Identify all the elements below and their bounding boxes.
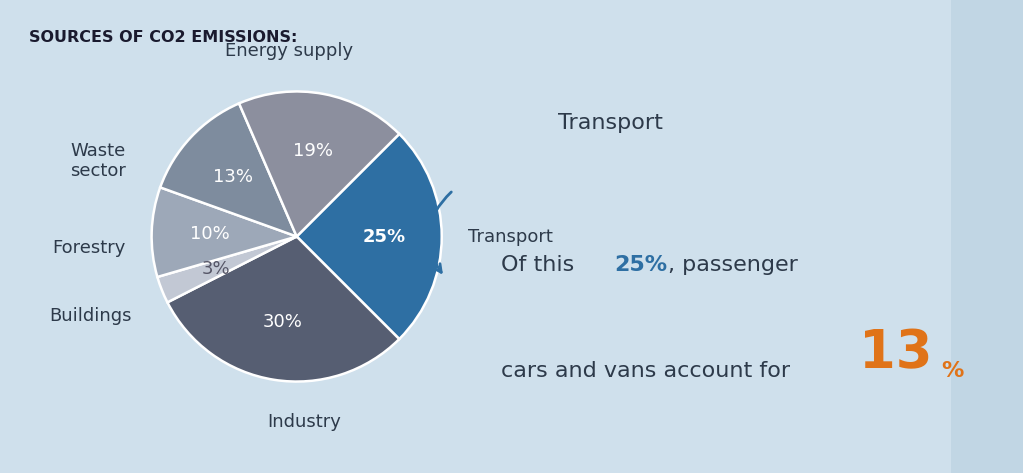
Text: 10%: 10% (190, 225, 229, 243)
Text: Transport: Transport (468, 228, 552, 245)
Text: 19%: 19% (293, 142, 332, 160)
Text: 3%: 3% (202, 260, 230, 278)
Text: Forestry: Forestry (52, 239, 126, 257)
Text: cars and vans account for: cars and vans account for (501, 361, 791, 381)
Text: %: % (941, 361, 964, 381)
FancyArrowPatch shape (429, 192, 451, 272)
Text: 30%: 30% (263, 314, 303, 332)
Wedge shape (168, 236, 399, 382)
Text: Energy supply: Energy supply (225, 42, 354, 60)
Text: Industry: Industry (267, 413, 341, 431)
Text: SOURCES OF CO2 EMISSIONS:: SOURCES OF CO2 EMISSIONS: (30, 30, 298, 45)
Text: Transport: Transport (558, 113, 663, 133)
Text: Of this: Of this (501, 255, 582, 275)
Wedge shape (161, 104, 297, 236)
Wedge shape (297, 134, 442, 339)
Text: , passenger: , passenger (667, 255, 797, 275)
Text: Waste
sector: Waste sector (70, 142, 126, 181)
Text: 13%: 13% (213, 168, 254, 186)
Wedge shape (151, 187, 297, 277)
Text: 25%: 25% (614, 255, 667, 275)
Text: 13: 13 (859, 328, 933, 379)
Text: 25%: 25% (362, 228, 405, 245)
Text: Buildings: Buildings (49, 307, 131, 325)
Wedge shape (158, 236, 297, 302)
Wedge shape (239, 91, 399, 236)
